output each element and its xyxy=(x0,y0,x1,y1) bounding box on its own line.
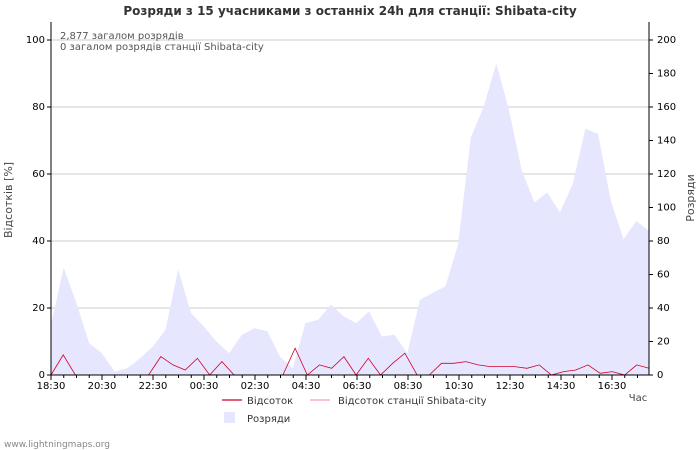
x-tick-label: 10:30 xyxy=(445,381,474,392)
discharges-area xyxy=(51,63,649,376)
y-tick-label: 20 xyxy=(32,303,45,314)
x-axis-label: Час xyxy=(629,393,647,404)
y2-tick-label: 0 xyxy=(657,370,663,381)
legend-discharges-swatch xyxy=(224,412,235,423)
legend-discharges-label: Розряди xyxy=(247,414,290,425)
y2-tick-label: 60 xyxy=(657,270,670,281)
y2-tick-label: 120 xyxy=(657,169,676,180)
y2-tick-label: 140 xyxy=(657,136,676,147)
chart-title: Розряди з 15 учасниками з останніх 24h д… xyxy=(123,4,576,18)
x-tick-label: 20:30 xyxy=(88,381,117,392)
legend-percent-label: Відсоток xyxy=(247,395,293,407)
total-discharges-info: 2,877 загалом розрядів xyxy=(60,30,184,42)
legend-station-percent-label: Відсоток станції Shibata-city xyxy=(338,395,487,407)
x-tick-label: 14:30 xyxy=(547,381,576,392)
x-tick-label: 12:30 xyxy=(496,381,525,392)
y2-tick-label: 180 xyxy=(657,69,676,80)
x-ticks: 18:30 20:30 22:30 00:30 02:30 04:30 06:30 08:30… xyxy=(37,375,638,392)
x-tick-label: 18:30 xyxy=(37,381,66,392)
x-tick-label: 08:30 xyxy=(394,381,423,392)
y2-tick-label: 80 xyxy=(657,236,670,247)
y2-ticks: 0 20 40 60 80 100 120 140 160 180 200 xyxy=(649,35,676,381)
x-tick-label: 16:30 xyxy=(598,381,627,392)
y-tick-label: 80 xyxy=(32,102,45,113)
y-ticks: 0 20 40 60 80 100 xyxy=(26,35,51,381)
x-tick-label: 02:30 xyxy=(241,381,270,392)
y2-axis-label: Розряди xyxy=(684,174,697,222)
y-tick-label: 60 xyxy=(32,169,45,180)
y-tick-label: 40 xyxy=(32,236,45,247)
y-tick-label: 100 xyxy=(26,35,45,46)
y-tick-label: 0 xyxy=(39,370,45,381)
y2-tick-label: 20 xyxy=(657,337,670,348)
station-discharges-info: 0 загалом розрядів станції Shibata-city xyxy=(60,41,264,53)
y2-tick-label: 100 xyxy=(657,203,676,214)
percentage-line xyxy=(50,347,650,376)
footer-credit: www.lightningmaps.org xyxy=(4,440,110,450)
x-tick-label: 22:30 xyxy=(139,381,168,392)
y2-tick-label: 40 xyxy=(657,303,670,314)
x-tick-label: 00:30 xyxy=(190,381,219,392)
x-tick-label: 06:30 xyxy=(343,381,372,392)
y2-tick-label: 200 xyxy=(657,35,676,46)
y-axis-label: Відсотків [%] xyxy=(2,162,15,238)
y2-tick-label: 160 xyxy=(657,102,676,113)
x-tick-label: 04:30 xyxy=(292,381,321,392)
